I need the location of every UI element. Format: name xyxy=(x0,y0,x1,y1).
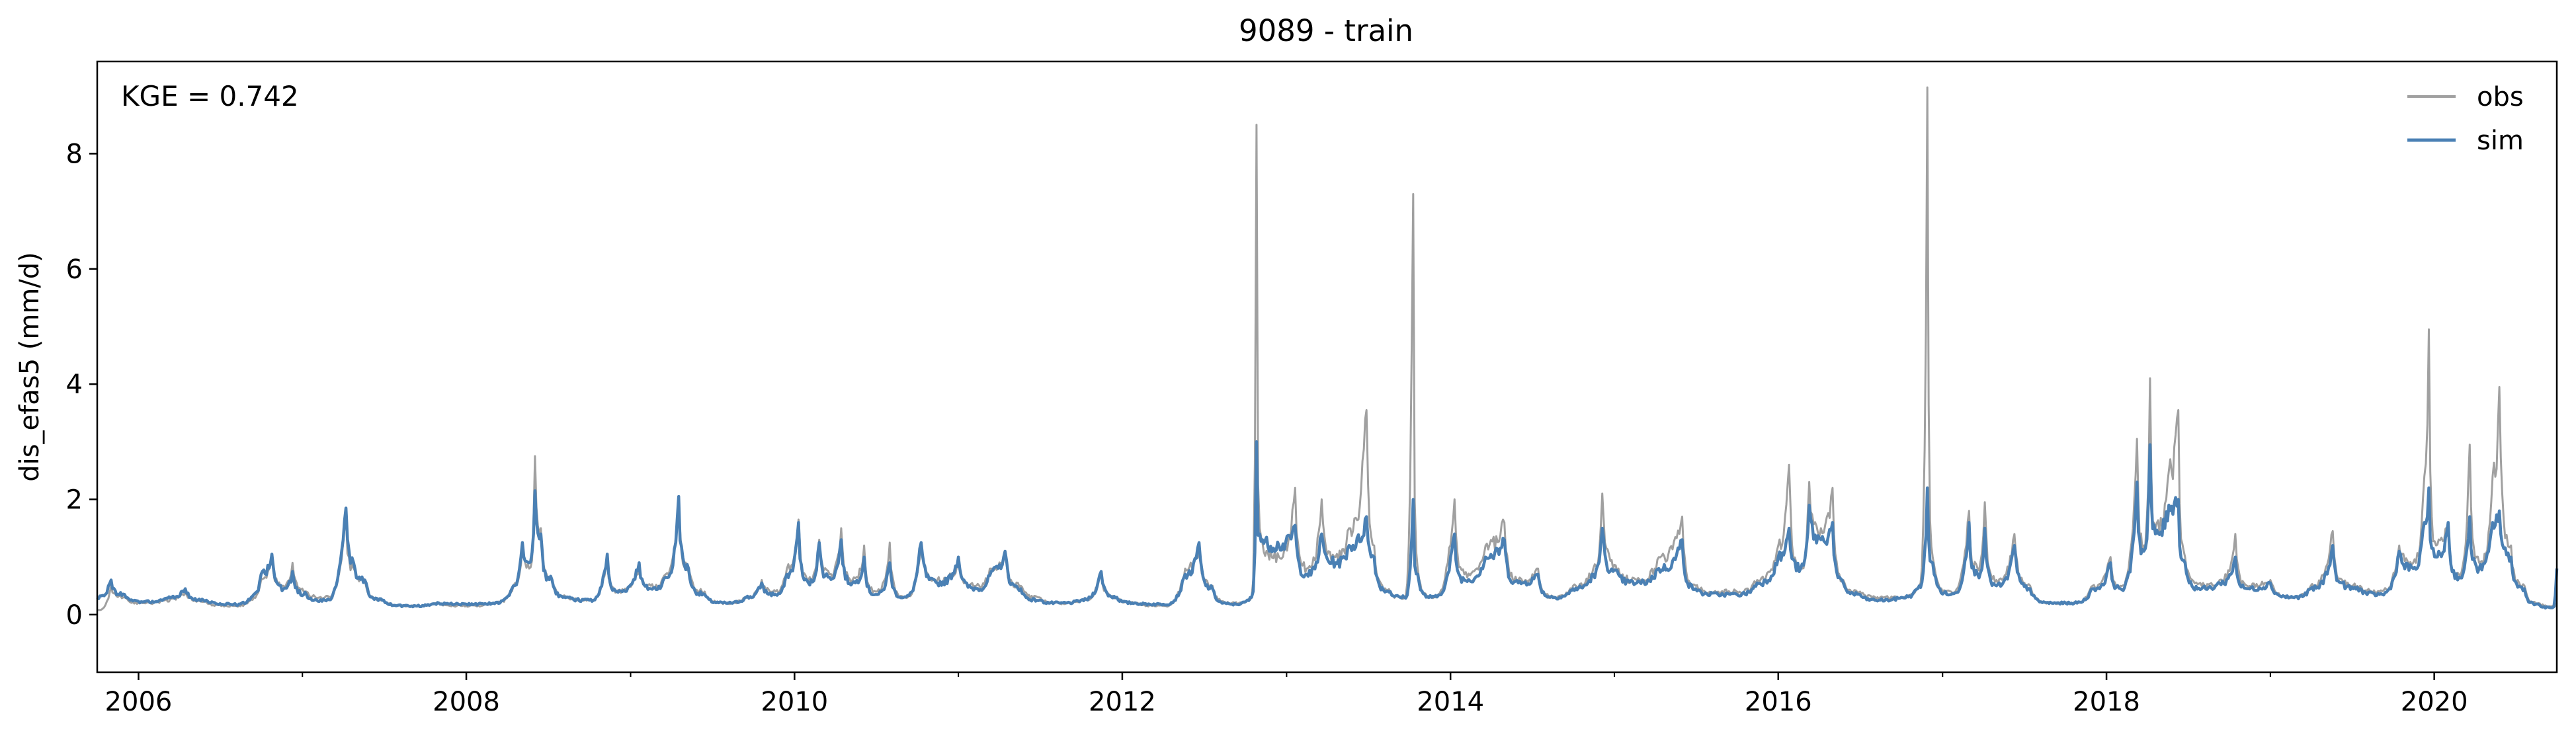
x-axis: 2006 2008 2010 2012 2014 2016 2018 2020 xyxy=(105,672,2468,717)
plot-frame xyxy=(96,60,2558,674)
legend: obs sim xyxy=(2407,82,2524,156)
y-tick-label: 4 xyxy=(66,370,83,400)
kge-annotation: KGE = 0.742 xyxy=(121,80,299,112)
x-tick-label: 2016 xyxy=(1745,687,1812,717)
x-tick-label: 2018 xyxy=(2073,687,2140,717)
legend-obs-label: obs xyxy=(2477,82,2524,112)
plot-area xyxy=(96,86,2559,611)
x-tick-label: 2012 xyxy=(1089,687,1156,717)
legend-sim-label: sim xyxy=(2477,126,2524,156)
x-tick-label: 2020 xyxy=(2401,687,2468,717)
x-tick-label: 2010 xyxy=(761,687,828,717)
chart-title: 9089 - train xyxy=(1239,13,1413,48)
y-axis: 0 2 4 6 8 xyxy=(66,139,97,631)
y-tick-label: 6 xyxy=(66,254,83,285)
x-tick-label: 2008 xyxy=(433,687,500,717)
series-layer xyxy=(96,86,2559,611)
x-tick-label: 2006 xyxy=(105,687,173,717)
y-tick-label: 2 xyxy=(66,485,83,515)
y-tick-label: 8 xyxy=(66,139,83,169)
series-sim-line xyxy=(96,440,2559,610)
x-tick-label: 2014 xyxy=(1417,687,1484,717)
y-axis-label: dis_efas5 (mm/d) xyxy=(15,252,45,482)
y-tick-label: 0 xyxy=(66,600,83,631)
